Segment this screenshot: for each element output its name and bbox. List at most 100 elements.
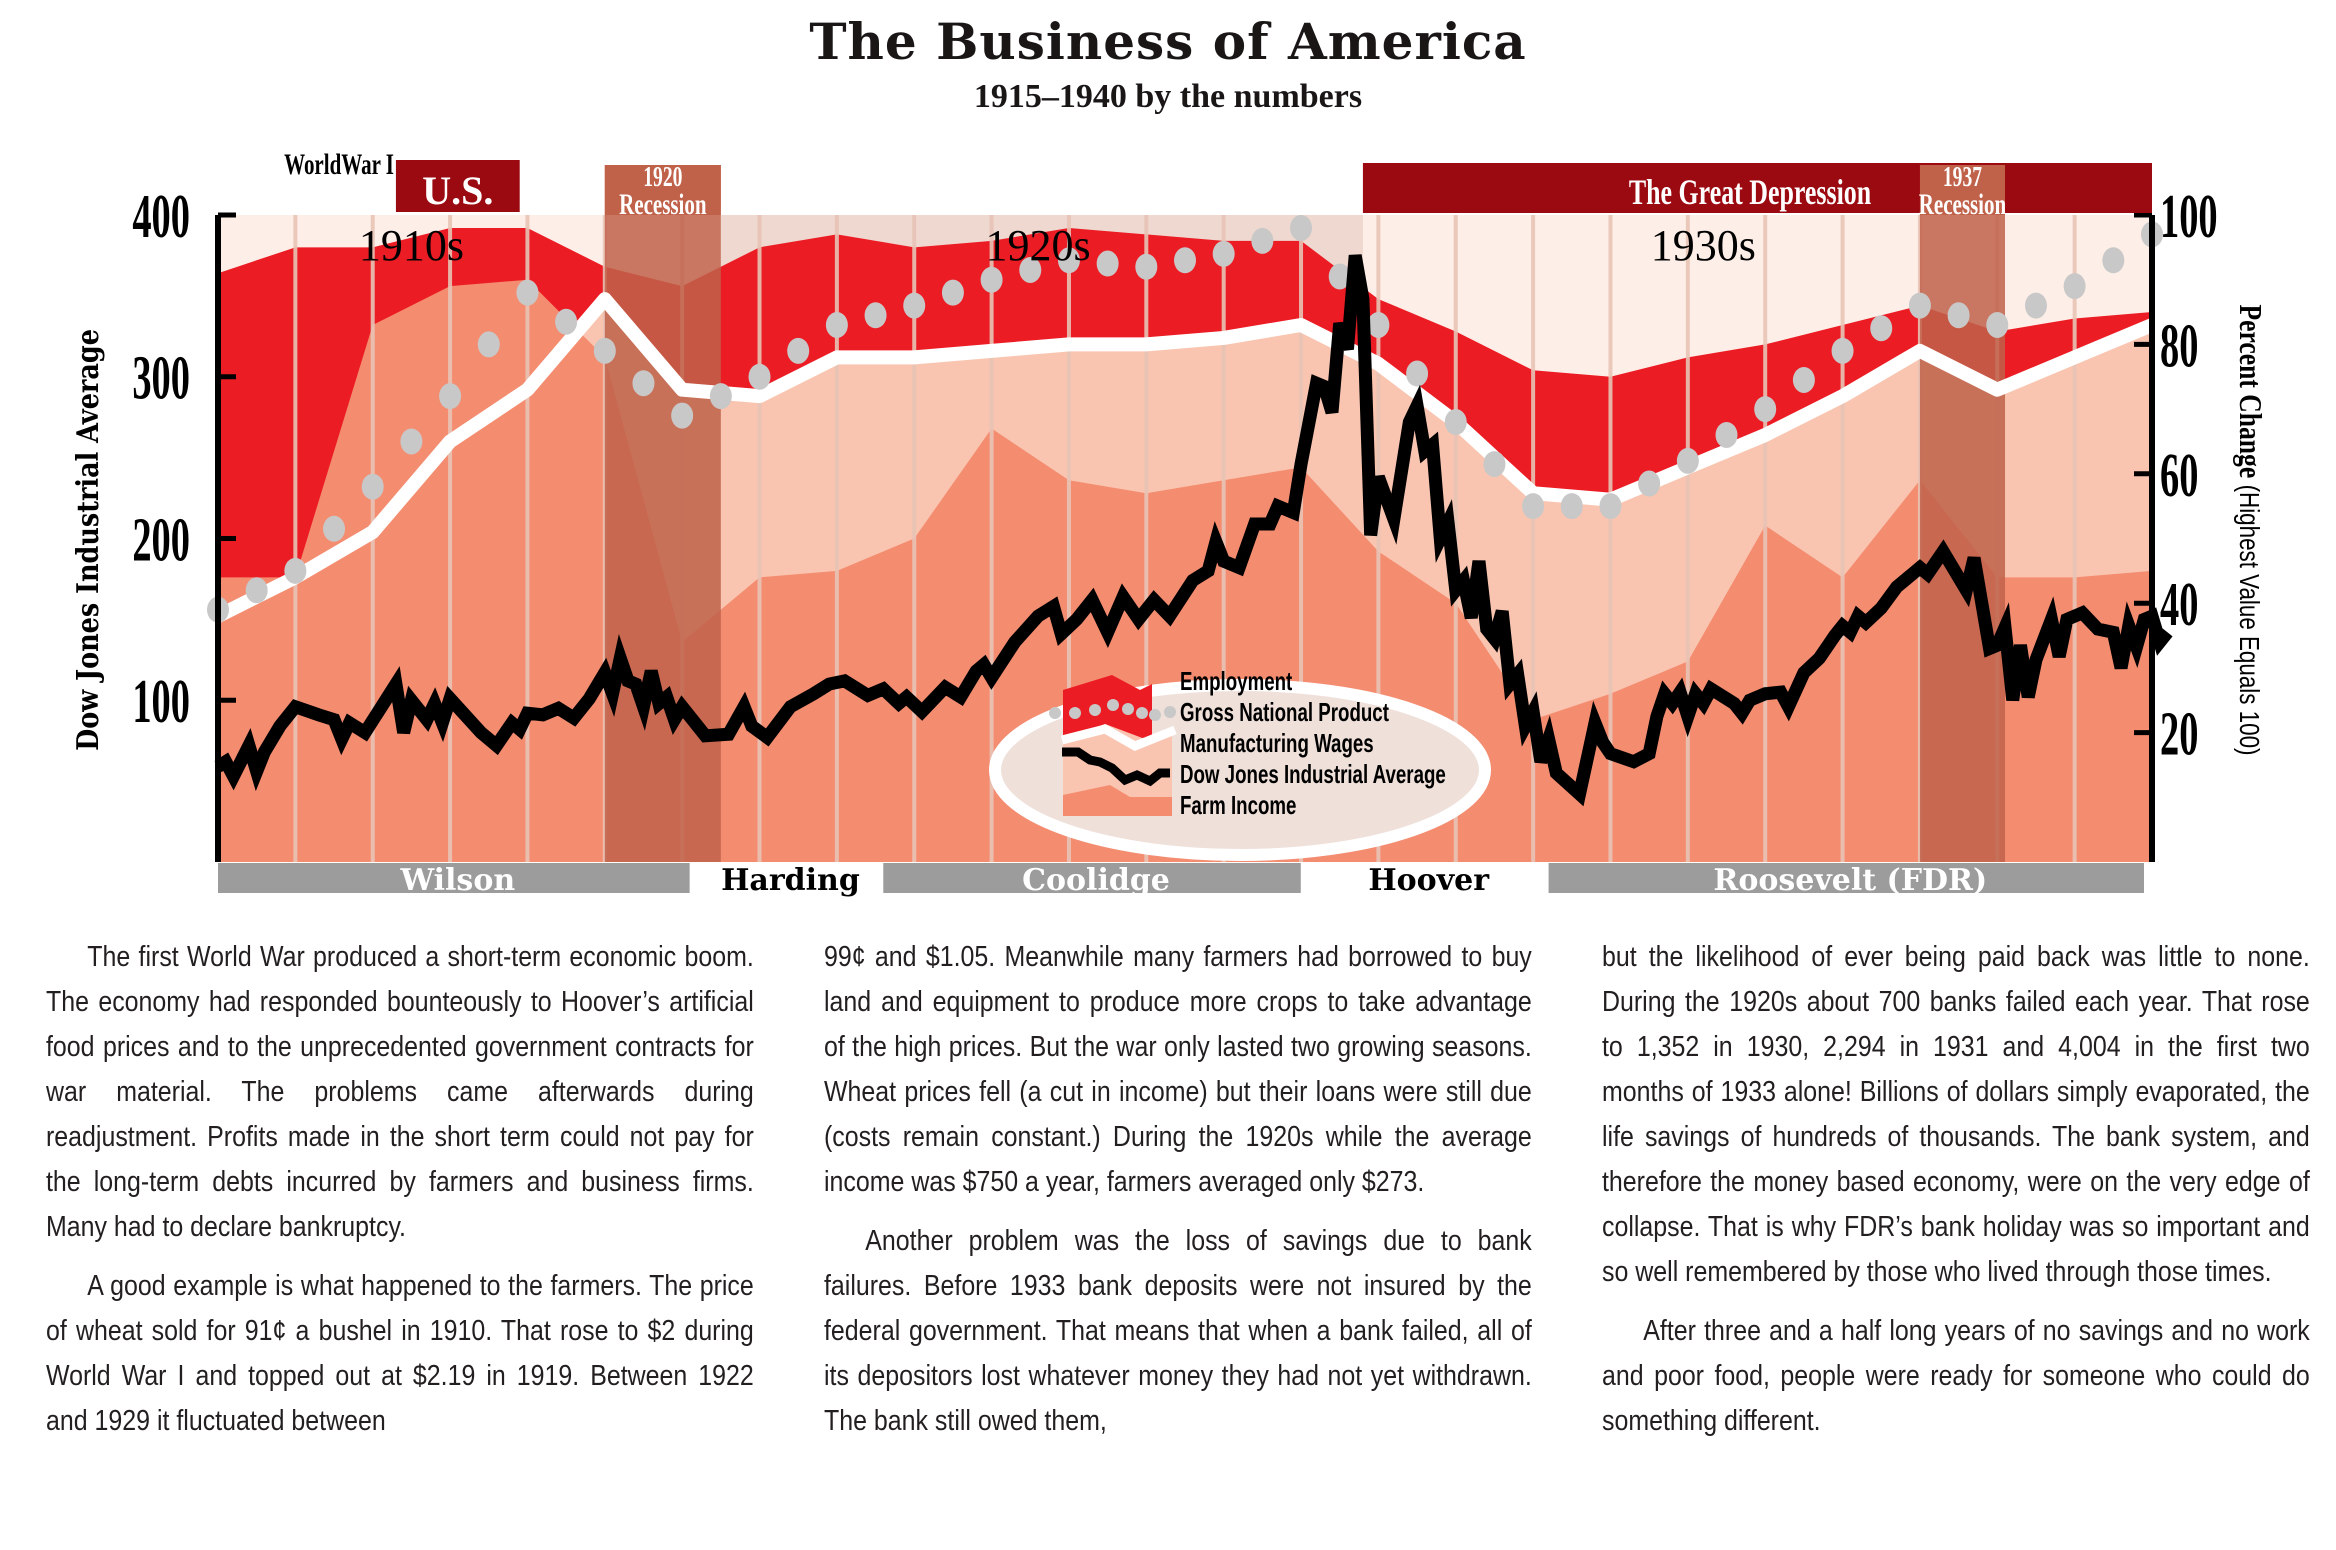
- legend-label: Farm Income: [1180, 790, 1296, 820]
- gnp-dot: [1483, 451, 1506, 478]
- dow-jones-line: [214, 254, 2173, 807]
- gnp-dot: [1676, 447, 1699, 474]
- right-axis-title-note: (Highest Value Equals 100): [2233, 485, 2264, 756]
- legend-gnp-dot: [1089, 704, 1101, 716]
- gnp-dot: [1057, 247, 1080, 274]
- gnp-dot: [1908, 292, 1931, 319]
- decade-label: 1920s: [985, 221, 1090, 270]
- manufacturing-wages-line: [214, 292, 2155, 623]
- gnp-dot: [941, 279, 964, 306]
- gnp-dot: [1135, 253, 1158, 280]
- decade-label: 1910s: [359, 221, 464, 270]
- article-paragraph: A good example is what happened to the f…: [46, 1270, 754, 1437]
- recession-bands: [604, 165, 2006, 862]
- decade-label: 1930s: [1651, 221, 1756, 270]
- top-period-bands: 1910s 1920s 1930s WorldWar I U.S. The Great D…: [284, 147, 2152, 270]
- gnp-dot: [1096, 250, 1119, 277]
- gnp-dot: [903, 292, 926, 319]
- legend-label: Gross National Product: [1180, 697, 1389, 727]
- gnp-dot: [864, 302, 887, 329]
- gnp-dot: [2063, 273, 2086, 300]
- gnp-dot: [671, 402, 694, 429]
- article-paragraph: The first World War produced a short-ter…: [46, 941, 754, 1243]
- right-tick-label: 80: [2160, 312, 2198, 381]
- gnp-dot: [1212, 240, 1235, 267]
- gnp-dot: [1444, 409, 1467, 436]
- gnp-dot: [632, 370, 655, 397]
- gnp-dot: [1251, 227, 1274, 254]
- president-label: Hoover: [1368, 863, 1490, 898]
- president-band: [1548, 863, 2144, 893]
- gnp-dot: [323, 515, 346, 542]
- right-axis-title-main: Percent Change: [2232, 305, 2267, 485]
- gnp-dot: [1986, 311, 2009, 338]
- gnp-dot: [1560, 493, 1583, 520]
- left-tick-label: 100: [132, 668, 190, 737]
- legend-label: Manufacturing Wages: [1180, 728, 1374, 758]
- legend-gnp-dot: [1136, 707, 1148, 719]
- gnp-dot: [1290, 214, 1313, 241]
- president-bar: Wilson Harding Coolidge Hoover Roosevelt (FD…: [218, 863, 2144, 898]
- right-tick-label: 100: [2160, 183, 2218, 252]
- great-depression-band: [1362, 163, 2152, 213]
- recession-word-label: Recession: [619, 187, 706, 221]
- legend-employment-swatch: [1063, 675, 1152, 742]
- legend-gnp-dot: [1049, 707, 1061, 719]
- article-paragraph: but the likelihood of ever being paid ba…: [1602, 941, 2310, 1288]
- gnp-dot: [439, 383, 462, 410]
- gnp-dot: [1947, 302, 1970, 329]
- gnp-dot: [2102, 247, 2125, 274]
- legend-gnp-dot: [1122, 703, 1134, 715]
- article-column-2: 99¢ and $1.05. Meanwhile many farmers ha…: [824, 935, 1534, 1458]
- recession-year-label: 1937: [1943, 162, 1982, 193]
- gnp-dot: [361, 473, 384, 500]
- gnp-dot: [516, 279, 539, 306]
- right-tick-label: 60: [2160, 442, 2198, 511]
- gnp-dot: [980, 266, 1003, 293]
- article-column-1: The first World War produced a short-ter…: [46, 935, 756, 1458]
- gnp-dot: [787, 337, 810, 364]
- axes: 100 200 300 400 20 40 60 80 100 Dow Jones Industr…: [70, 183, 2268, 862]
- ww1-us-label: U.S.: [422, 168, 493, 213]
- right-tick-label: 20: [2160, 701, 2198, 770]
- gnp-dot: [1638, 470, 1661, 497]
- gnp-dot: [1522, 493, 1545, 520]
- left-tick-label: 400: [132, 183, 190, 252]
- left-axis-title: Dow Jones Industrial Average: [70, 329, 106, 751]
- president-band: [883, 863, 1301, 893]
- president-band: [218, 863, 690, 893]
- gnp-dot: [593, 337, 616, 364]
- gnp-dot: [1367, 311, 1390, 338]
- legend-gnp-dot: [1107, 699, 1119, 711]
- article-paragraph: After three and a half long years of no …: [1602, 1315, 2310, 1437]
- article-paragraph: 99¢ and $1.05. Meanwhile many farmers ha…: [824, 941, 1532, 1198]
- gnp-dot: [1831, 337, 1854, 364]
- recession-word-label: Recession: [1919, 187, 2006, 221]
- president-label: Harding: [721, 863, 860, 898]
- right-axis-title: Percent Change (Highest Value Equals 100…: [2232, 305, 2267, 756]
- gnp-dot: [748, 363, 771, 390]
- business-chart: 100 200 300 400 20 40 60 80 100 Dow Jones Industr…: [70, 147, 2268, 898]
- gnp-dot: [1792, 366, 1815, 393]
- gnp-dot: [1599, 493, 1622, 520]
- legend-gnp-dot: [1069, 707, 1081, 719]
- recession-band: [604, 165, 721, 862]
- left-tick-label: 200: [132, 506, 190, 575]
- legend-label: Employment: [1180, 666, 1293, 696]
- ww1-us-band: [395, 160, 520, 212]
- president-label: Wilson: [399, 863, 515, 898]
- gnp-dot: [2024, 292, 2047, 319]
- gnp-dot: [400, 428, 423, 455]
- gnp-dot: [709, 383, 732, 410]
- article-body: The first World War produced a short-ter…: [46, 935, 2312, 1458]
- gnp-dot: [825, 311, 848, 338]
- recession-band: [1919, 165, 2006, 862]
- page-subtitle: 1915–1940 by the numbers: [973, 78, 1363, 115]
- recession-header: [604, 165, 721, 215]
- right-tick-label: 40: [2160, 571, 2198, 640]
- gnp-dot: [284, 557, 307, 584]
- great-depression-label: The Great Depression: [1629, 172, 1871, 212]
- article-column-3: but the likelihood of ever being paid ba…: [1602, 935, 2312, 1458]
- legend-gnp-dot: [1149, 709, 1161, 721]
